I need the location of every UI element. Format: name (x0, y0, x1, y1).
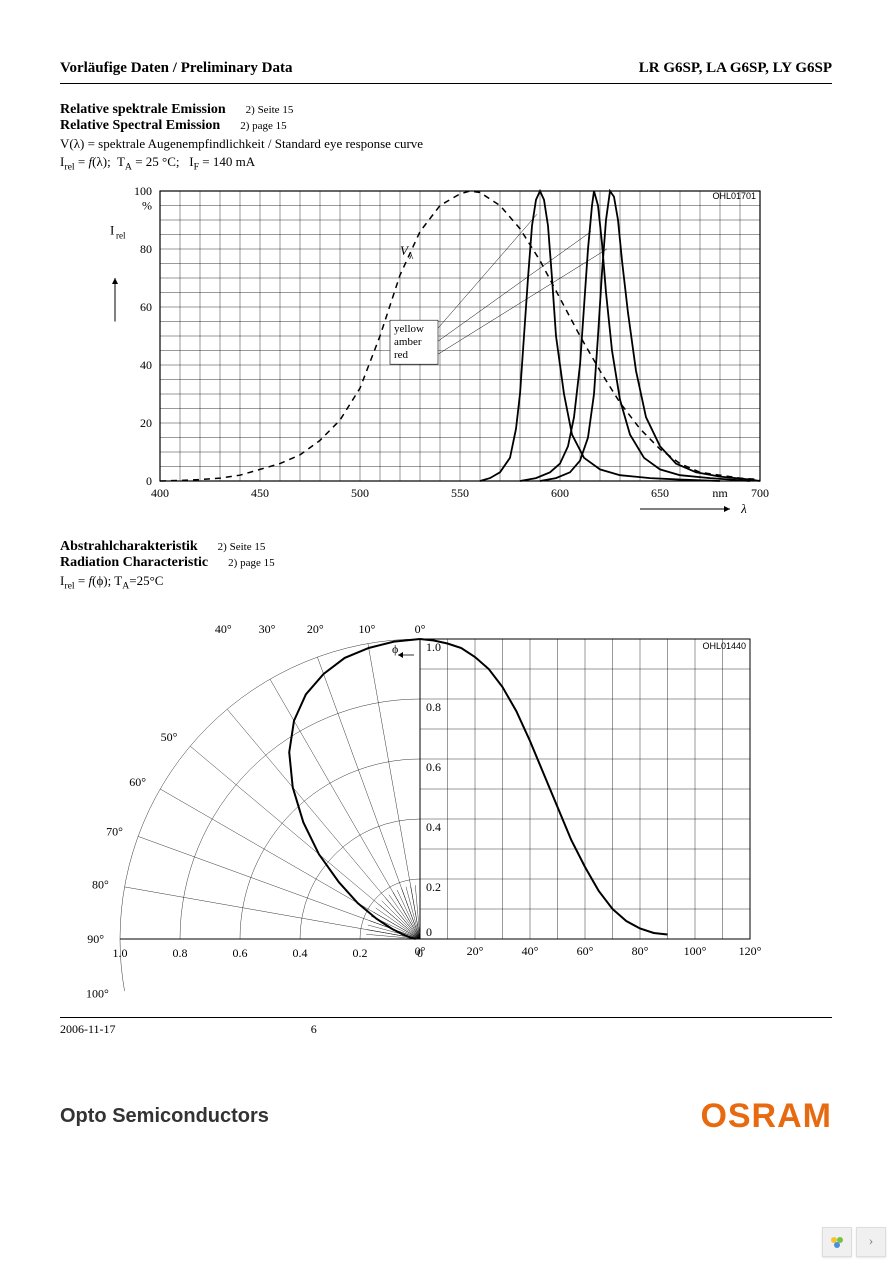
spectral-emission-chart: 400450500550600650700nmλ020406080100%Ire… (60, 181, 832, 521)
page-footer: 2006-11-17 6 (60, 1017, 832, 1037)
svg-text:600: 600 (551, 486, 569, 500)
svg-text:λ: λ (740, 501, 747, 516)
svg-text:60°: 60° (129, 775, 146, 789)
svg-text:40: 40 (140, 358, 152, 372)
svg-text:0: 0 (426, 925, 432, 939)
svg-text:60: 60 (140, 300, 152, 314)
svg-text:ϕ: ϕ (392, 642, 398, 656)
svg-text:70°: 70° (106, 825, 123, 839)
svg-text:0: 0 (417, 946, 423, 960)
svg-text:0°: 0° (415, 622, 426, 636)
radiation-characteristic-chart: 0° 20° 40° 60° 80° 100° 120° 0.2 0.4 0.6 0.8 1.0 0 OH… (60, 599, 832, 999)
svg-text:500: 500 (351, 486, 369, 500)
svg-text:40°: 40° (522, 944, 539, 958)
svg-text:80°: 80° (632, 944, 649, 958)
svg-text:0.4: 0.4 (426, 820, 441, 834)
header-right: LR G6SP, LA G6SP, LY G6SP (639, 60, 832, 77)
chevron-right-icon: › (869, 1234, 874, 1250)
svg-text:%: % (142, 198, 152, 212)
svg-text:90°: 90° (87, 932, 104, 946)
svg-text:650: 650 (651, 486, 669, 500)
svg-text:450: 450 (251, 486, 269, 500)
svg-text:20°: 20° (307, 622, 324, 636)
svg-text:20°: 20° (467, 944, 484, 958)
svg-text:amber: amber (394, 336, 422, 348)
chart1-titles: Relative spektrale Emission 2) Seite 15 … (60, 102, 832, 173)
footer-date: 2006-11-17 (60, 1022, 116, 1037)
svg-text:100°: 100° (684, 944, 707, 958)
svg-text:rel: rel (116, 230, 126, 240)
chart1-title-en: Relative Spectral Emission (60, 118, 220, 134)
svg-text:50°: 50° (161, 730, 178, 744)
chart2-title-en: Radiation Characteristic (60, 555, 208, 571)
chart1-note-v: V(λ) = spektrale Augenempfindlichkeit / … (60, 136, 832, 152)
brand-bar: Opto Semiconductors OSRAM (0, 1067, 892, 1156)
svg-text:0.2: 0.2 (353, 946, 368, 960)
chart2-ref-de: 2) Seite 15 (218, 541, 266, 553)
chart1-ref-en: 2) page 15 (240, 120, 286, 132)
svg-text:0.4: 0.4 (293, 946, 308, 960)
header-left: Vorläufige Daten / Preliminary Data (60, 60, 292, 77)
svg-text:nm: nm (712, 486, 728, 500)
svg-text:red: red (394, 349, 409, 361)
svg-text:60°: 60° (577, 944, 594, 958)
chart2-ref-en: 2) page 15 (228, 557, 274, 569)
page-header: Vorläufige Daten / Preliminary Data LR G… (60, 60, 832, 84)
chart2-note-cond: Irel = f(ϕ); TA=25°C (60, 573, 832, 592)
svg-text:120°: 120° (739, 944, 762, 958)
svg-text:40°: 40° (215, 622, 232, 636)
svg-text:0.6: 0.6 (426, 760, 441, 774)
nav-next-button[interactable]: › (856, 1227, 886, 1257)
svg-text:1.0: 1.0 (113, 946, 128, 960)
svg-text:λ: λ (409, 250, 414, 260)
svg-text:400: 400 (151, 486, 169, 500)
svg-text:80: 80 (140, 242, 152, 256)
brand-logo: OSRAM (700, 1097, 832, 1136)
chart1-title-de: Relative spektrale Emission (60, 102, 226, 118)
chart2-titles: Abstrahlcharakteristik 2) Seite 15 Radia… (60, 539, 832, 592)
svg-text:I: I (110, 222, 114, 237)
svg-text:0.8: 0.8 (426, 700, 441, 714)
svg-text:OHL01701: OHL01701 (712, 191, 756, 201)
svg-text:30°: 30° (259, 622, 276, 636)
nav-thumb-icon[interactable] (822, 1227, 852, 1257)
svg-text:0.2: 0.2 (426, 880, 441, 894)
chart1-ref-de: 2) Seite 15 (246, 104, 294, 116)
svg-text:700: 700 (751, 486, 769, 500)
brand-left: Opto Semiconductors (60, 1105, 269, 1128)
svg-text:10°: 10° (358, 622, 375, 636)
svg-text:OHL01440: OHL01440 (702, 641, 746, 651)
chart1-note-cond: Irel = f(λ); TA = 25 °C; IF = 140 mA (60, 154, 832, 173)
svg-text:0: 0 (146, 474, 152, 488)
svg-text:yellow: yellow (394, 323, 424, 335)
svg-text:100: 100 (134, 184, 152, 198)
chart2-title-de: Abstrahlcharakteristik (60, 539, 198, 555)
footer-page: 6 (311, 1022, 317, 1037)
svg-text:0.6: 0.6 (233, 946, 248, 960)
svg-text:20: 20 (140, 416, 152, 430)
svg-text:80°: 80° (92, 878, 109, 892)
svg-text:0.8: 0.8 (173, 946, 188, 960)
svg-text:550: 550 (451, 486, 469, 500)
svg-text:100°: 100° (86, 987, 109, 999)
